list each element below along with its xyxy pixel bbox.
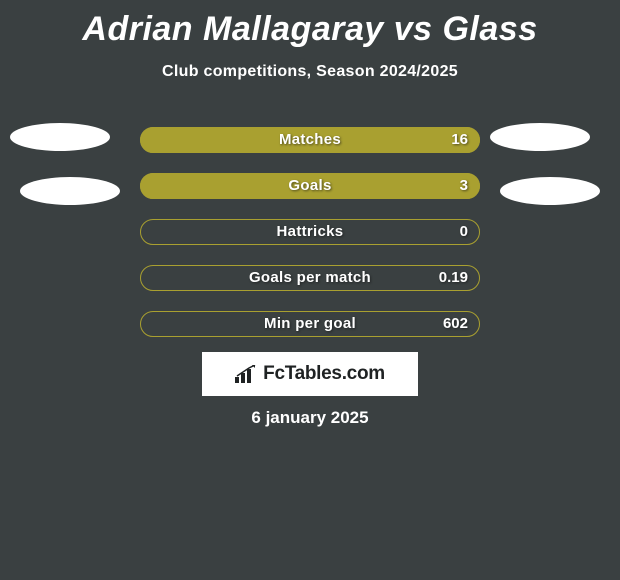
- stat-row: Hattricks0: [0, 209, 620, 255]
- stat-value: 3: [460, 173, 468, 199]
- stat-value: 16: [451, 127, 468, 153]
- stats-container: Matches16Goals3Hattricks0Goals per match…: [0, 117, 620, 347]
- stat-label: Goals: [140, 173, 480, 199]
- stat-row: Min per goal602: [0, 301, 620, 347]
- stat-label: Hattricks: [140, 219, 480, 245]
- decor-oval: [10, 123, 110, 151]
- stat-label: Goals per match: [140, 265, 480, 291]
- brand-logo: FcTables.com: [202, 352, 418, 396]
- stat-value: 602: [443, 311, 468, 337]
- stat-value: 0: [460, 219, 468, 245]
- stat-label: Matches: [140, 127, 480, 153]
- chart-icon: [235, 365, 257, 383]
- stat-row: Goals per match0.19: [0, 255, 620, 301]
- decor-oval: [500, 177, 600, 205]
- decor-oval: [490, 123, 590, 151]
- brand-logo-text: FcTables.com: [263, 363, 385, 385]
- stat-value: 0.19: [439, 265, 468, 291]
- stat-label: Min per goal: [140, 311, 480, 337]
- date-label: 6 january 2025: [0, 408, 620, 428]
- decor-oval: [20, 177, 120, 205]
- subtitle: Club competitions, Season 2024/2025: [0, 63, 620, 81]
- page-title: Adrian Mallagaray vs Glass: [0, 0, 620, 49]
